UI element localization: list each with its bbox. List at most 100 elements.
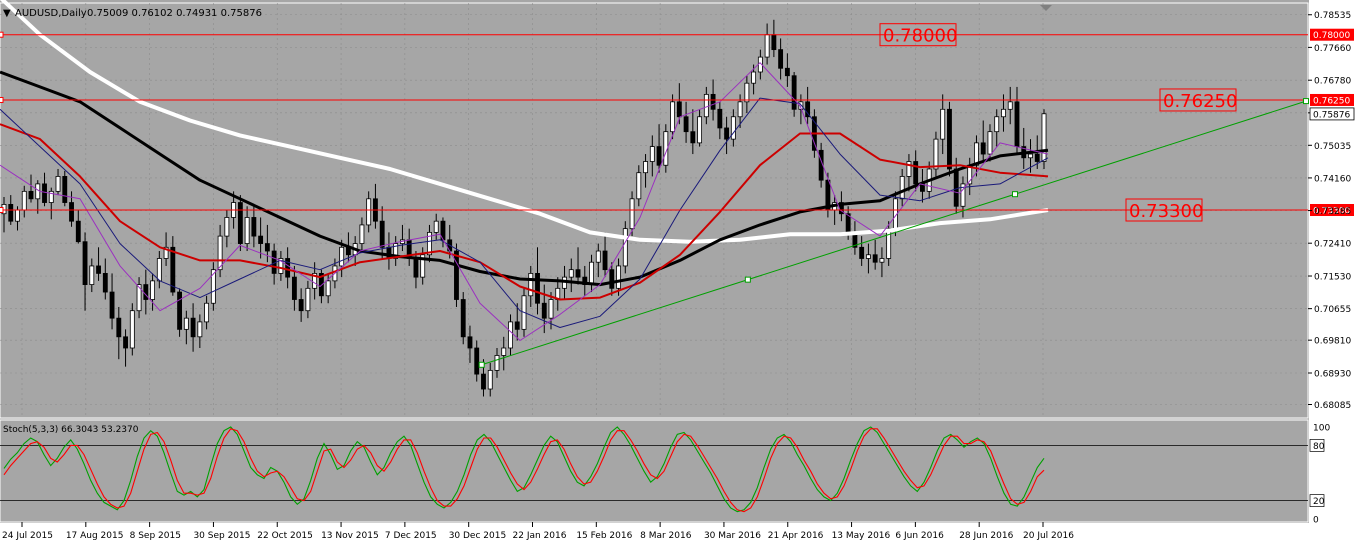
moving-average-line-white <box>0 0 1049 244</box>
trendline-handle[interactable] <box>1012 191 1018 198</box>
candle <box>190 303 196 352</box>
candle-body <box>264 243 270 252</box>
level-label: 0.78000 <box>883 26 957 47</box>
trendline[interactable] <box>481 100 1307 366</box>
candle <box>291 265 297 311</box>
candle-body <box>656 146 662 166</box>
candle <box>656 124 662 173</box>
horizontal-levels: 0.78000 0.78000 0.76250 0.76250 0.73300 0.733… <box>0 23 1354 222</box>
candle <box>683 101 689 143</box>
candle-body <box>1001 108 1006 118</box>
trendline-handle[interactable] <box>478 361 485 368</box>
candle-body <box>136 284 142 312</box>
candle <box>224 210 230 248</box>
time-tick-label: 20 Jul 2016 <box>1023 531 1074 541</box>
candle <box>568 258 574 293</box>
stochastic-level-tag <box>1309 494 1325 507</box>
candle <box>48 187 54 220</box>
candle <box>528 265 534 307</box>
chart-menu-arrow-icon[interactable]: ▼ <box>3 8 11 19</box>
candle-body <box>129 310 135 349</box>
time-tick-label: 6 Jun 2016 <box>895 531 944 541</box>
stochastic-scale-label: 100 <box>1313 424 1330 434</box>
candle-body <box>649 146 655 162</box>
candle <box>487 362 493 397</box>
candle <box>616 258 621 296</box>
candle <box>278 251 284 281</box>
candle-body <box>771 34 777 51</box>
candle <box>575 247 581 285</box>
candle-body <box>535 273 540 304</box>
candle <box>805 86 811 125</box>
candle-body <box>514 321 520 330</box>
time-tick-label: 13 May 2016 <box>832 531 891 541</box>
candle <box>859 236 865 266</box>
candle <box>366 191 372 233</box>
candle <box>55 168 61 196</box>
candle <box>508 314 513 356</box>
candle-body <box>1007 101 1013 110</box>
candle-body <box>947 108 952 170</box>
level-handle[interactable] <box>0 207 4 213</box>
level-handle[interactable] <box>0 31 4 38</box>
time-tick-label: 28 Jun 2016 <box>959 531 1013 541</box>
candle <box>102 258 108 300</box>
candle <box>454 243 459 307</box>
candle-body <box>278 258 284 274</box>
chart-shift-marker-icon[interactable] <box>1040 5 1052 11</box>
time-tick-label: 30 Sep 2015 <box>193 531 250 541</box>
trendline-handle[interactable] <box>1303 98 1309 105</box>
ohlc-label: 0.75009 0.76102 0.74931 0.75876 <box>87 8 262 19</box>
candle-body <box>751 71 757 84</box>
level-price-tag-text: 0.73300 <box>1313 207 1350 217</box>
candle <box>62 170 68 207</box>
candle <box>204 295 210 330</box>
candle <box>697 109 703 147</box>
candle-body <box>433 220 439 233</box>
candle-body <box>622 228 628 267</box>
candle <box>703 86 709 125</box>
price-tick-label: 0.75035 <box>1314 142 1351 152</box>
candle-body <box>298 299 304 312</box>
candle <box>197 314 203 348</box>
candle-body <box>717 108 723 129</box>
price-tick-label: 0.69810 <box>1314 337 1351 347</box>
candle <box>210 262 216 311</box>
candle <box>285 247 291 289</box>
level-handle[interactable] <box>0 96 4 103</box>
candle-body <box>1028 153 1033 159</box>
candle-body <box>1041 113 1047 162</box>
trendline <box>478 98 1309 368</box>
candle-body <box>589 261 594 285</box>
candle <box>427 224 432 263</box>
candle-body <box>467 336 473 349</box>
stochastic-panel <box>0 419 1309 523</box>
candle-body <box>481 373 486 390</box>
candle-body <box>859 246 865 259</box>
price-tick-label: 0.68085 <box>1314 401 1351 411</box>
stochastic-scale-label: 80 <box>1313 442 1325 452</box>
candle <box>629 191 635 237</box>
candle-body <box>886 228 892 259</box>
candle-body <box>940 108 946 140</box>
candle <box>1001 94 1006 132</box>
candle <box>784 53 790 87</box>
moving-average-line-navy <box>0 97 1049 328</box>
stochastic-scale-label: 0 <box>1313 516 1319 526</box>
candle <box>244 206 250 252</box>
candle-body <box>204 302 210 323</box>
candle-body <box>102 273 108 293</box>
moving-average-line-purple <box>0 62 1049 341</box>
trendline-handle[interactable] <box>744 276 751 283</box>
candle <box>433 213 439 240</box>
candle-body <box>109 291 115 319</box>
stochastic-lines <box>0 426 1308 513</box>
candle-body <box>427 231 432 256</box>
candle-body <box>420 254 426 278</box>
time-axis-labels: 24 Jul 2015 17 Aug 2015 8 Sep 2015 30 Sep 2… <box>2 522 1074 541</box>
candle <box>636 165 642 207</box>
stochastic-axis-labels: 100 80 20 0 <box>1309 424 1330 526</box>
time-tick-label: 22 Jan 2016 <box>513 531 567 541</box>
